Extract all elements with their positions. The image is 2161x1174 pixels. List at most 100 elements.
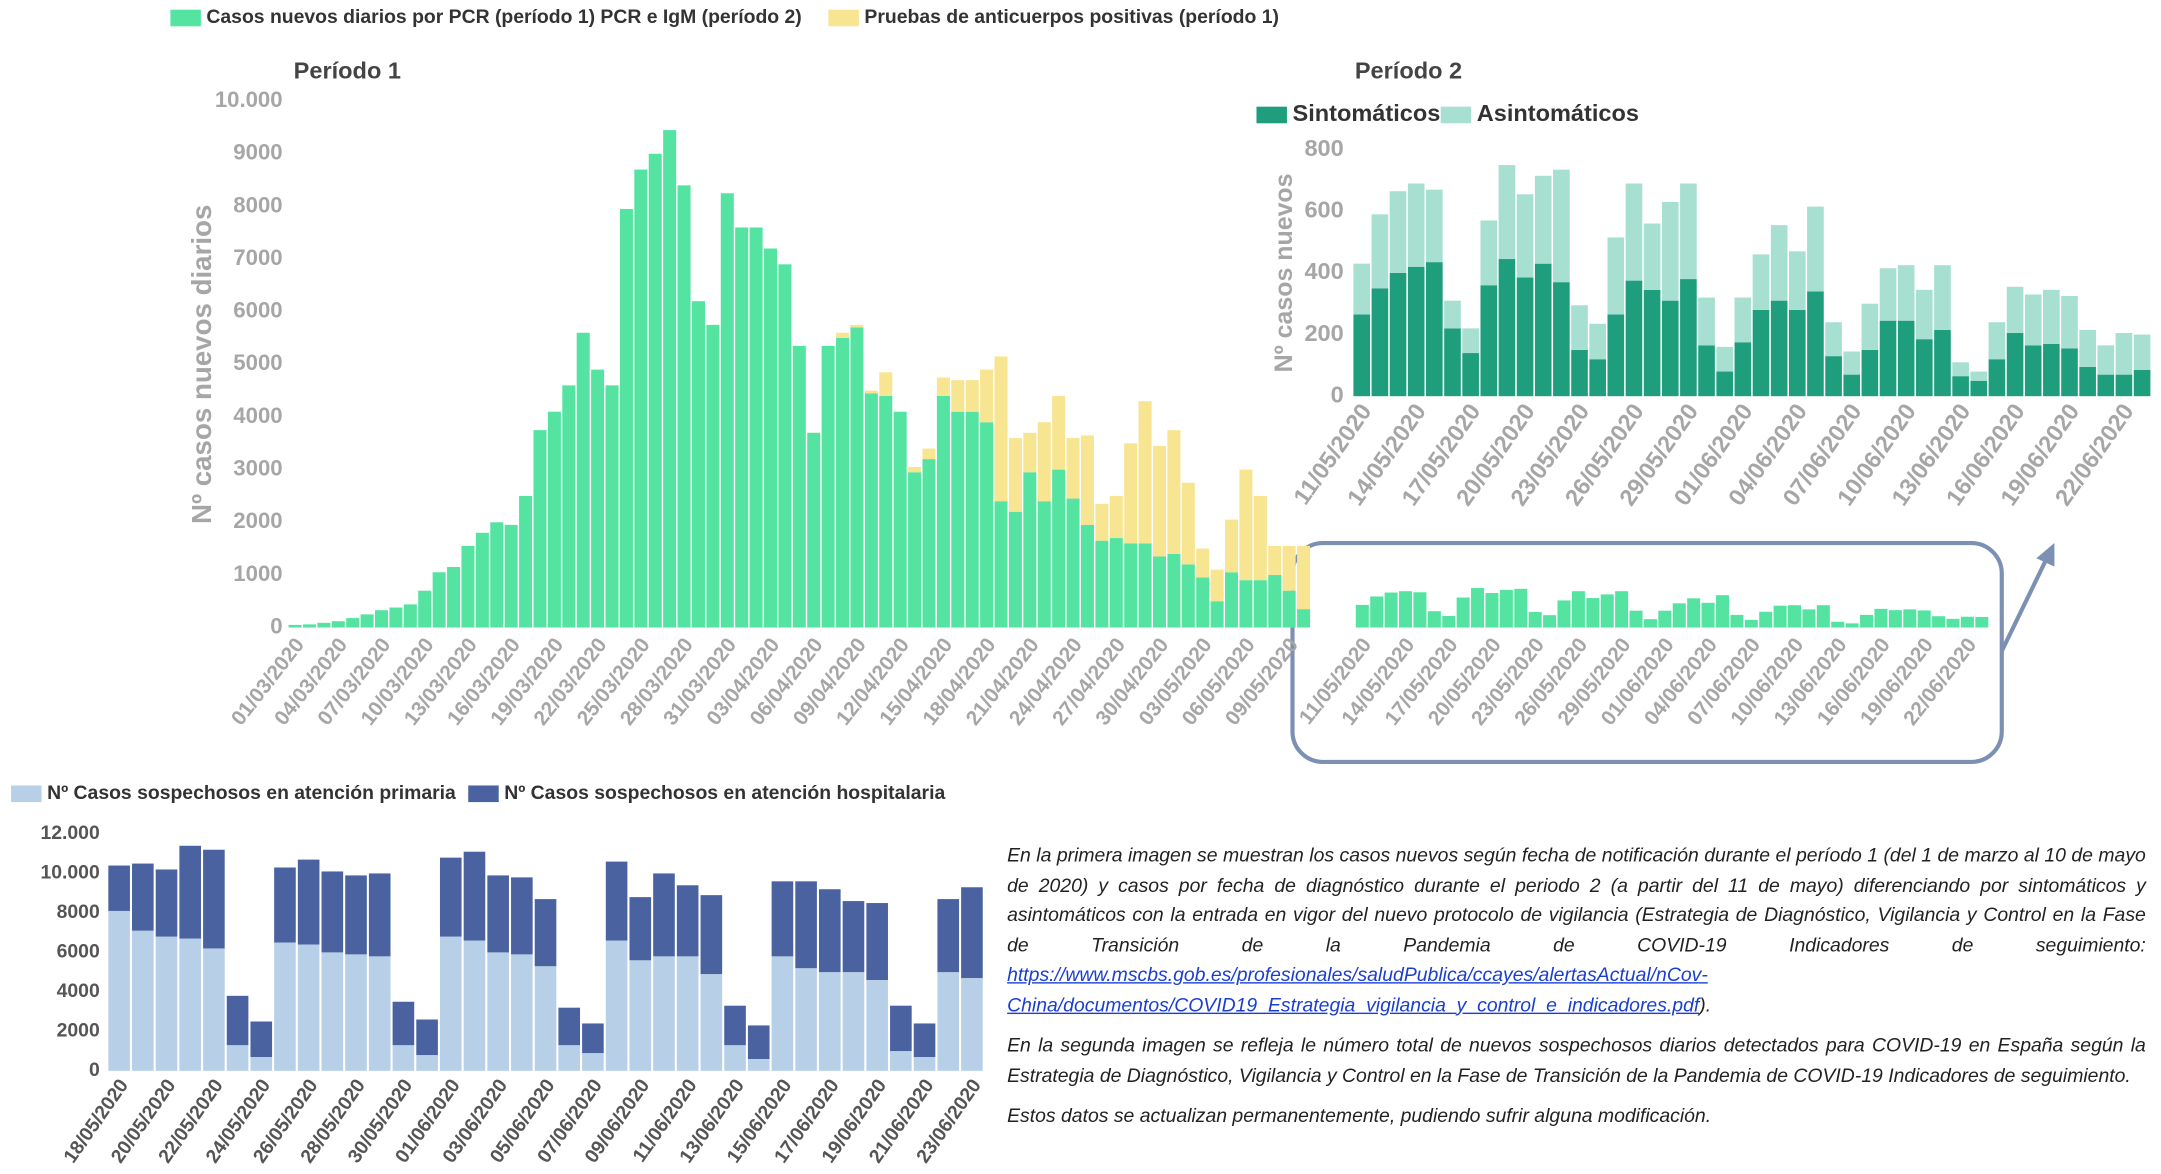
bar (1008, 438, 1022, 512)
bar (1589, 359, 1606, 397)
y-tick-label: 0 (270, 613, 282, 638)
bar (763, 248, 778, 628)
bar (447, 567, 461, 628)
bar (179, 938, 202, 1071)
bar (1181, 564, 1195, 628)
bar (1253, 580, 1267, 628)
bar (439, 857, 462, 937)
bar (1268, 545, 1282, 575)
bar (1988, 359, 2006, 397)
bar (1734, 297, 1752, 343)
bar (439, 936, 462, 1071)
bar (1456, 597, 1470, 628)
bar (346, 618, 360, 628)
bar (1770, 300, 1788, 397)
arrow-head (2036, 543, 2055, 567)
bar (749, 227, 763, 628)
bar (1845, 623, 1859, 628)
bar (807, 432, 821, 628)
bar (1498, 259, 1516, 397)
bar (1879, 268, 1897, 321)
bar (1716, 346, 1734, 372)
bar (1825, 322, 1842, 357)
bar (1816, 605, 1830, 628)
y-axis-label: Nº casos nuevos (1270, 173, 1298, 372)
bar (1371, 288, 1389, 397)
bar (2115, 333, 2133, 375)
bar (2079, 366, 2096, 397)
y-tick-label: 4000 (57, 980, 100, 1002)
bar (1625, 183, 1643, 281)
bar (2024, 345, 2042, 397)
bar (1210, 601, 1224, 628)
bar (908, 466, 922, 473)
bar (994, 501, 1008, 628)
y-tick-label: 6000 (233, 298, 282, 323)
y-tick-label: 10.000 (215, 87, 283, 112)
note-link[interactable]: https://www.mscbs.gob.es/profesionales/s… (1007, 962, 1708, 1015)
bar (1442, 615, 1456, 628)
bar (1498, 165, 1516, 260)
bar (836, 338, 850, 628)
y-tick-label: 10.000 (40, 862, 99, 884)
bar (1680, 279, 1697, 397)
bar (879, 395, 893, 628)
bar (1353, 263, 1371, 315)
y-tick-label: 0 (1331, 381, 1344, 407)
bar (1167, 553, 1181, 628)
bar (890, 1051, 912, 1071)
bar (576, 332, 590, 628)
bar (533, 430, 547, 628)
bar (1225, 519, 1239, 573)
y-tick-label: 1000 (233, 561, 282, 586)
bar (1807, 206, 1824, 292)
bar (1407, 183, 1425, 267)
bar (1008, 511, 1022, 628)
bar (965, 411, 979, 628)
bar (288, 624, 302, 628)
bar (836, 332, 850, 339)
bar (937, 899, 960, 973)
bar (490, 522, 504, 628)
bar (1734, 342, 1752, 397)
bar (691, 301, 705, 628)
bar (1952, 362, 1969, 377)
bar (562, 385, 576, 628)
bar (1788, 309, 1806, 397)
bar (582, 1023, 604, 1054)
bar (519, 495, 533, 628)
bar (345, 954, 367, 1071)
bar (2097, 345, 2115, 375)
bar (250, 1057, 273, 1071)
bar (994, 356, 1008, 502)
y-axis-label: Nº casos nuevos diarios (186, 205, 217, 524)
bar (913, 1057, 936, 1071)
bar (795, 881, 817, 969)
bar (132, 930, 154, 1071)
bar (980, 422, 994, 628)
bar (1444, 300, 1461, 329)
bar (1037, 422, 1051, 502)
bar (1625, 280, 1643, 397)
bar (2043, 289, 2060, 344)
bar (1752, 309, 1770, 397)
bar (1282, 590, 1296, 628)
bar (890, 1005, 912, 1052)
bar (1934, 329, 1951, 397)
y-tick-label: 200 (1304, 320, 1343, 346)
bar (511, 954, 533, 1071)
bar (1661, 300, 1679, 397)
bar (368, 956, 391, 1071)
bar (821, 345, 835, 628)
bar (653, 873, 675, 957)
note-text: ). (1699, 992, 1712, 1015)
bar (795, 968, 817, 1071)
bar (700, 895, 723, 975)
bar (961, 887, 983, 979)
bar (389, 607, 403, 628)
y-tick-label: 600 (1304, 196, 1343, 222)
note-paragraph: Estos datos se actualizan permanentement… (1007, 1104, 1712, 1127)
bar (1181, 482, 1195, 565)
bar (1297, 545, 1311, 610)
bar (1701, 602, 1715, 628)
